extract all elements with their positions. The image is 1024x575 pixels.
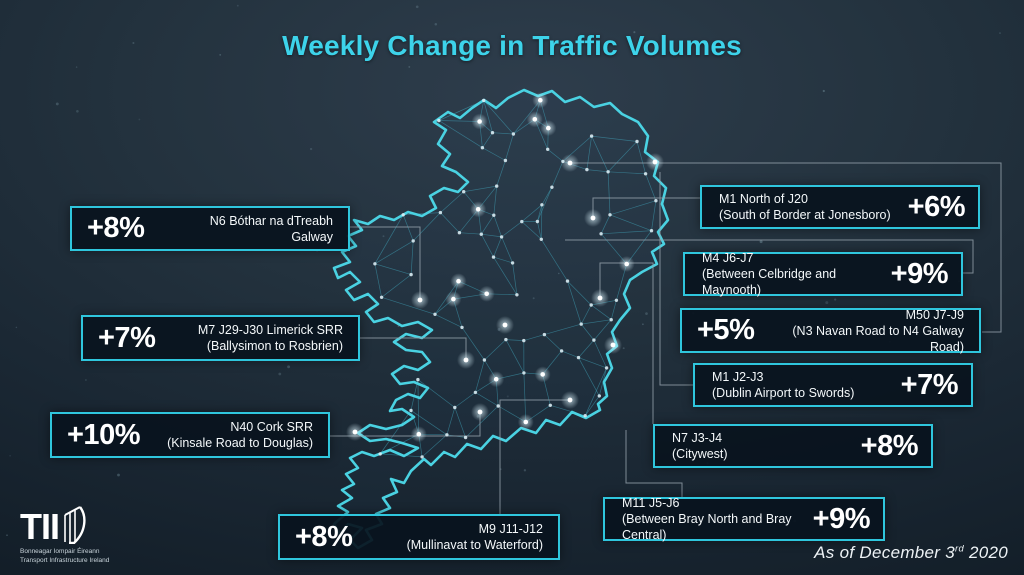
percent-value: +5%: [697, 314, 755, 346]
route-description: M1 J2-J3 (Dublin Airport to Swords): [712, 370, 855, 400]
percent-value: +9%: [890, 257, 949, 290]
percent-value: +6%: [907, 190, 966, 223]
connector-lines: [330, 162, 1002, 514]
route-description: M9 J11-J12 (Mullinavat to Waterford): [406, 522, 543, 552]
percent-value: +9%: [812, 502, 871, 535]
tii-acronym: TII: [20, 506, 60, 548]
tii-logo: TII Bonneagar Iompair Éireann Transport …: [20, 505, 109, 565]
date-note: As of December 3rd 2020: [814, 543, 1008, 562]
percent-value: +10%: [67, 418, 140, 451]
connector-m4: [565, 239, 974, 274]
route-description: M7 J29-J30 Limerick SRR (Ballysimon to Ro…: [197, 323, 343, 353]
route-description: N40 Cork SRR (Kinsale Road to Douglas): [167, 420, 313, 450]
route-description: M4 J6-J7 (Between Celbridge and Maynooth): [702, 251, 837, 297]
route-description: M11 J5-J6 (Between Bray North and Bray Ce…: [622, 496, 792, 542]
percent-value: +8%: [87, 212, 145, 244]
callout-n7-citywest: N7 J3-J4 (Citywest) +8%: [653, 424, 933, 468]
percent-value: +7%: [98, 321, 156, 354]
route-description: N7 J3-J4 (Citywest): [672, 431, 728, 461]
date-superscript: rd: [955, 543, 964, 554]
connector-n6: [350, 226, 421, 300]
tii-tagline-irish: Bonneagar Iompair Éireann: [20, 547, 100, 555]
callout-m9-waterford: +8% M9 J11-J12 (Mullinavat to Waterford): [278, 514, 560, 560]
route-description: N6 Bóthar na dTreabh Galway: [209, 213, 333, 244]
route-description: M1 North of J20 (South of Border at Jones…: [719, 192, 891, 222]
percent-value: +7%: [900, 368, 959, 401]
page-title: Weekly Change in Traffic Volumes: [282, 30, 742, 61]
callout-n40-cork: +10% N40 Cork SRR (Kinsale Road to Douglas…: [50, 412, 330, 458]
network-nodes: [346, 92, 664, 459]
connector-m11: [625, 430, 683, 497]
connector-m9: [499, 399, 570, 514]
route-description: M50 J7-J9 (N3 Navan Road to N4 Galway Roa…: [792, 307, 964, 354]
tii-tagline: Bonneagar Iompair Éireann Transport Infr…: [20, 547, 109, 565]
callout-m1-j2-j3: M1 J2-J3 (Dublin Airport to Swords) +7%: [693, 363, 973, 407]
percent-value: +8%: [295, 520, 353, 553]
tii-tagline-english: Transport Infrastructure Ireland: [20, 556, 110, 564]
tii-logo-mark: TII: [20, 505, 109, 548]
callout-n6-galway: +8% N6 Bóthar na dTreabh Galway: [70, 206, 350, 251]
harp-icon: [64, 505, 86, 544]
callout-m11-bray: M11 J5-J6 (Between Bray North and Bray Ce…: [603, 496, 885, 542]
percent-value: +8%: [860, 429, 919, 462]
callout-m50-j7-j9: +5% M50 J7-J9 (N3 Navan Road to N4 Galway …: [680, 307, 981, 354]
callout-m7-limerick: +7% M7 J29-J30 Limerick SRR (Ballysimon to…: [81, 315, 360, 361]
callout-m1-north-j20: M1 North of J20 (South of Border at Jones…: [700, 185, 980, 229]
connector-m1-j2-j3: [659, 172, 693, 386]
callout-m4-j6-j7: M4 J6-J7 (Between Celbridge and Maynooth)…: [683, 251, 963, 297]
connector-m50: [570, 162, 1002, 333]
